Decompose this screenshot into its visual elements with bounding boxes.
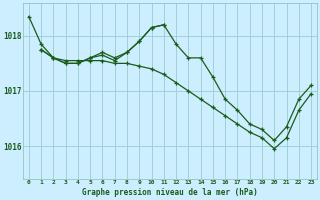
X-axis label: Graphe pression niveau de la mer (hPa): Graphe pression niveau de la mer (hPa) xyxy=(82,188,258,197)
